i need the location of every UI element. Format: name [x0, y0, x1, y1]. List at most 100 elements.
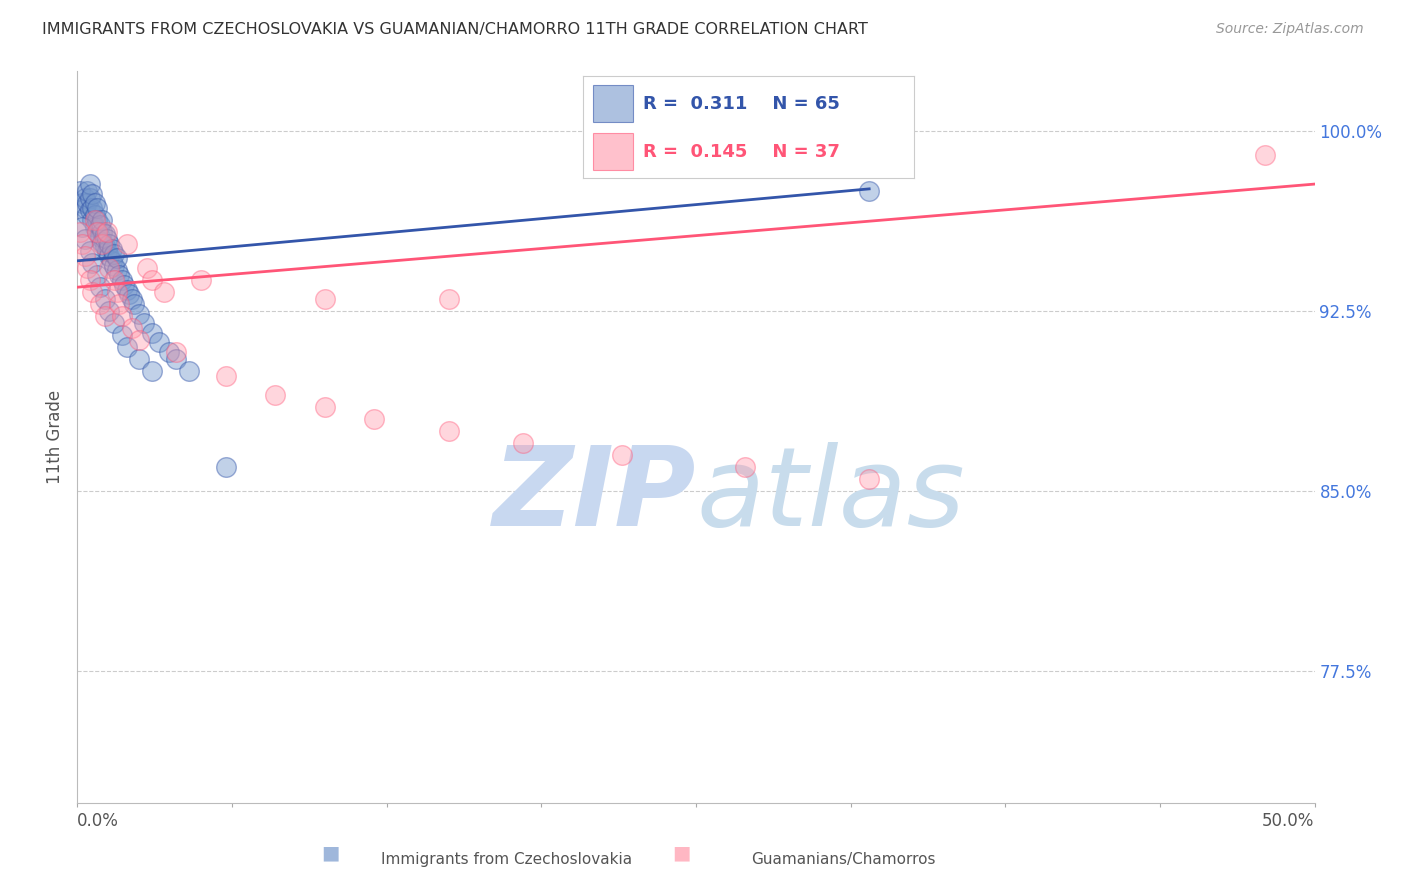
Point [105, 285, 128, 299]
Bar [593, 85, 633, 122]
Point [314, 292, 336, 306]
Point [134, 316, 156, 330]
Point [111, 273, 134, 287]
Point [86, 225, 108, 239]
Point [98, 304, 121, 318]
Point [82, 256, 104, 270]
Point [89, 218, 111, 232]
Point [79, 191, 101, 205]
Point [121, 321, 143, 335]
Point [141, 364, 163, 378]
Point [1254, 148, 1277, 162]
Point [69, 225, 91, 239]
Point [91, 213, 114, 227]
Point [72, 237, 94, 252]
Point [72, 196, 94, 211]
Point [82, 285, 104, 299]
Point [363, 412, 385, 426]
Point [93, 239, 115, 253]
Point [437, 292, 460, 306]
Point [98, 237, 121, 252]
Point [89, 230, 111, 244]
Point [86, 213, 108, 227]
Point [73, 191, 96, 205]
Point [91, 237, 114, 252]
Point [115, 237, 138, 252]
Point [153, 285, 176, 299]
Point [215, 368, 238, 383]
Text: ■: ■ [672, 844, 692, 863]
Point [89, 297, 111, 311]
Point [141, 326, 163, 340]
Point [437, 424, 460, 438]
Point [89, 280, 111, 294]
Point [112, 277, 135, 292]
Text: 0.0%: 0.0% [77, 813, 120, 830]
Point [72, 220, 94, 235]
Point [128, 333, 150, 347]
Point [83, 220, 105, 235]
Text: Source: ZipAtlas.com: Source: ZipAtlas.com [1216, 22, 1364, 37]
Point [76, 260, 98, 275]
Point [215, 460, 238, 475]
Point [73, 249, 96, 263]
Text: IMMIGRANTS FROM CZECHOSLOVAKIA VS GUAMANIAN/CHAMORRO 11TH GRADE CORRELATION CHAR: IMMIGRANTS FROM CZECHOSLOVAKIA VS GUAMAN… [42, 22, 868, 37]
Point [83, 196, 105, 211]
Text: R =  0.145    N = 37: R = 0.145 N = 37 [643, 143, 839, 161]
Point [83, 213, 105, 227]
Point [93, 292, 115, 306]
Point [73, 232, 96, 246]
Point [103, 246, 125, 260]
Point [86, 201, 108, 215]
Point [103, 273, 125, 287]
Point [512, 436, 534, 450]
Point [103, 316, 125, 330]
Point [165, 345, 187, 359]
Point [105, 263, 128, 277]
Y-axis label: 11th Grade: 11th Grade [46, 390, 65, 484]
Bar [593, 133, 633, 170]
Point [82, 186, 104, 201]
Point [190, 273, 212, 287]
Point [103, 259, 125, 273]
Point [157, 345, 180, 359]
Point [734, 460, 756, 475]
Point [96, 244, 118, 259]
Point [86, 225, 108, 239]
Point [98, 249, 121, 263]
Text: ■: ■ [321, 844, 340, 863]
Point [79, 203, 101, 218]
Point [76, 208, 98, 222]
Point [111, 328, 134, 343]
Text: 50.0%: 50.0% [1263, 813, 1315, 830]
Point [121, 292, 143, 306]
Point [264, 388, 287, 402]
Point [82, 213, 104, 227]
Text: atlas: atlas [696, 442, 965, 549]
Text: R =  0.311    N = 65: R = 0.311 N = 65 [643, 95, 839, 112]
Point [79, 273, 101, 287]
Point [128, 307, 150, 321]
Point [108, 297, 131, 311]
Point [86, 268, 108, 283]
Point [135, 260, 157, 275]
Point [96, 232, 118, 246]
Point [76, 184, 98, 198]
Point [118, 287, 141, 301]
Point [69, 184, 91, 198]
Point [73, 201, 96, 215]
Text: Guamanians/Chamorros: Guamanians/Chamorros [751, 852, 936, 867]
Point [93, 309, 115, 323]
Point [82, 201, 104, 215]
Point [105, 252, 128, 266]
Point [101, 253, 124, 268]
Point [148, 335, 170, 350]
Point [177, 364, 200, 378]
Point [101, 242, 124, 256]
Point [858, 184, 880, 198]
Text: ZIP: ZIP [492, 442, 696, 549]
Point [91, 225, 114, 239]
Point [76, 196, 98, 211]
Point [314, 400, 336, 414]
Point [96, 225, 118, 239]
